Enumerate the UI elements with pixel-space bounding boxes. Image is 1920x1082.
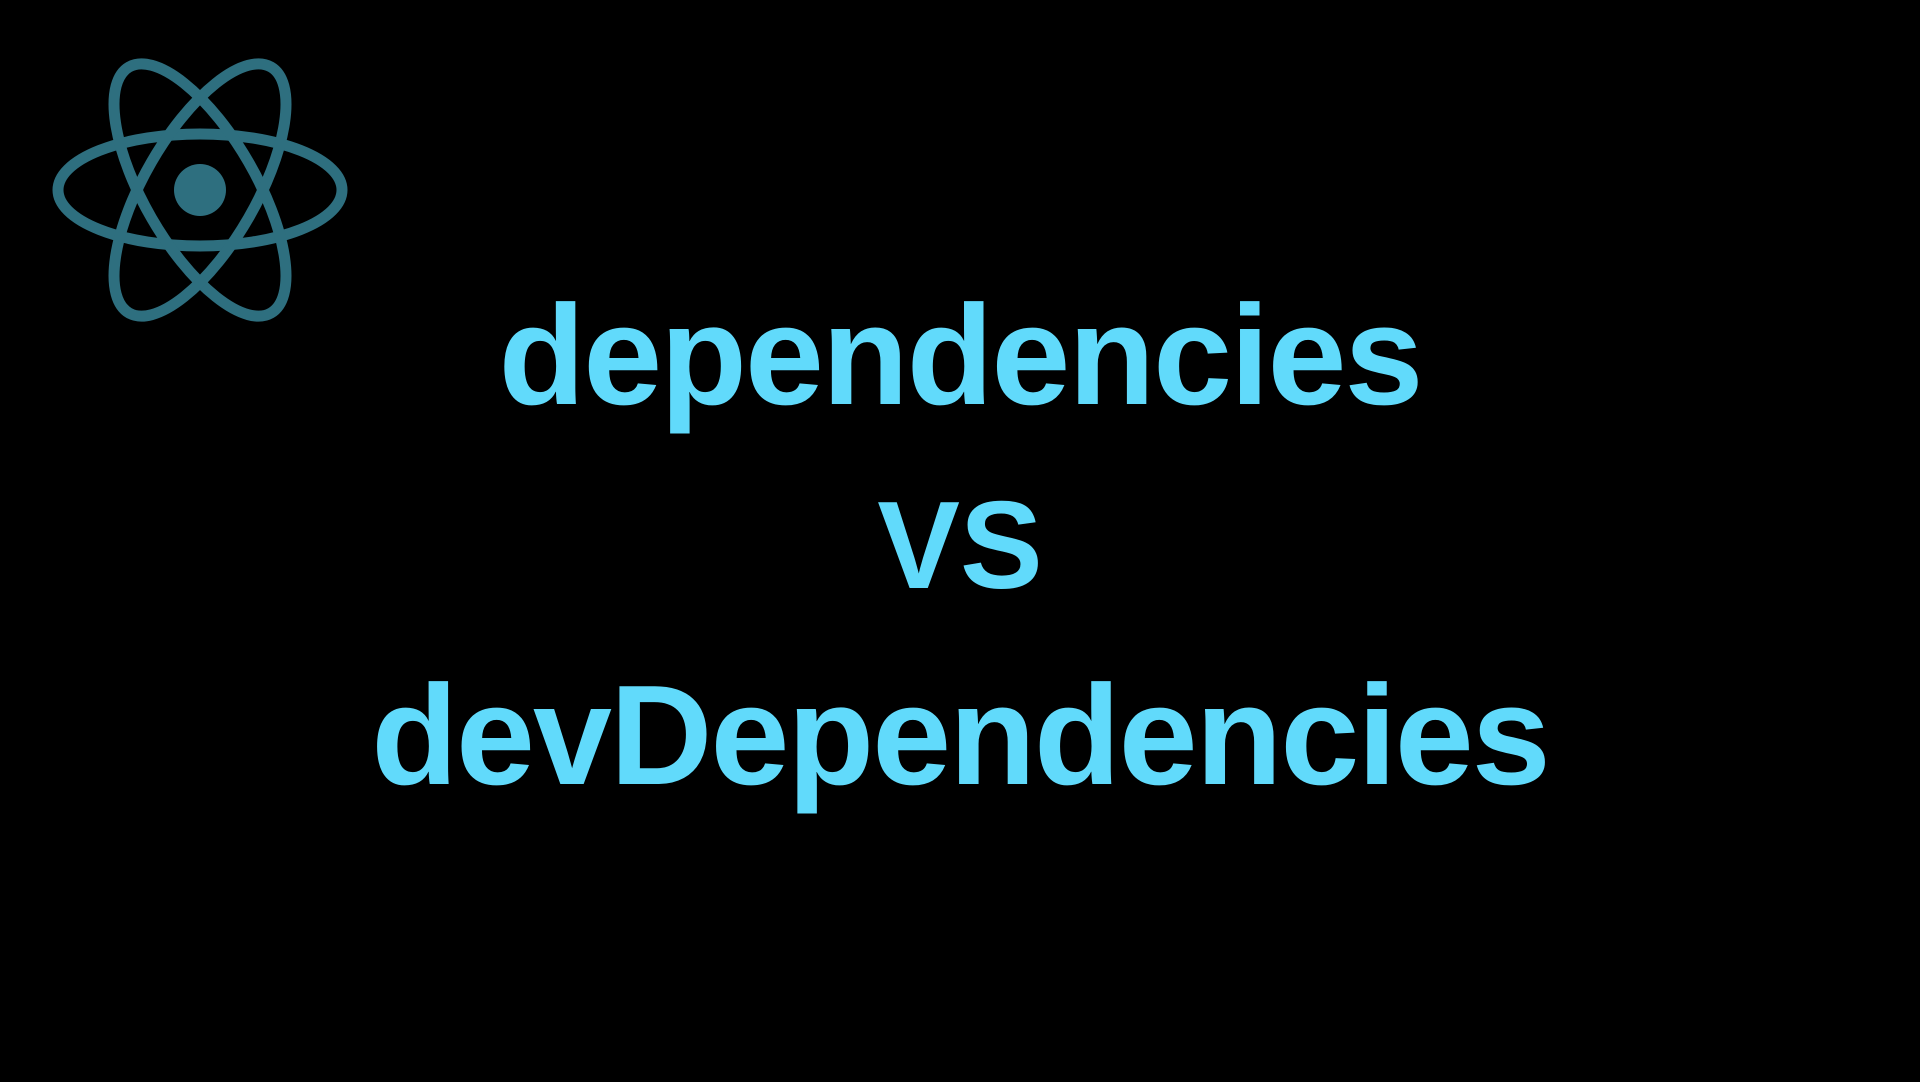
headline-dependencies: dependencies (498, 276, 1424, 435)
orbit-diagonal-b (108, 58, 292, 322)
orbit-diagonal-a (108, 58, 292, 322)
orbit-horizontal (52, 128, 348, 252)
react-atom-icon (52, 58, 348, 322)
atom-nucleus (174, 164, 226, 216)
headline-versus: VS (877, 477, 1043, 615)
headline-dev-dependencies: devDependencies (371, 656, 1551, 815)
